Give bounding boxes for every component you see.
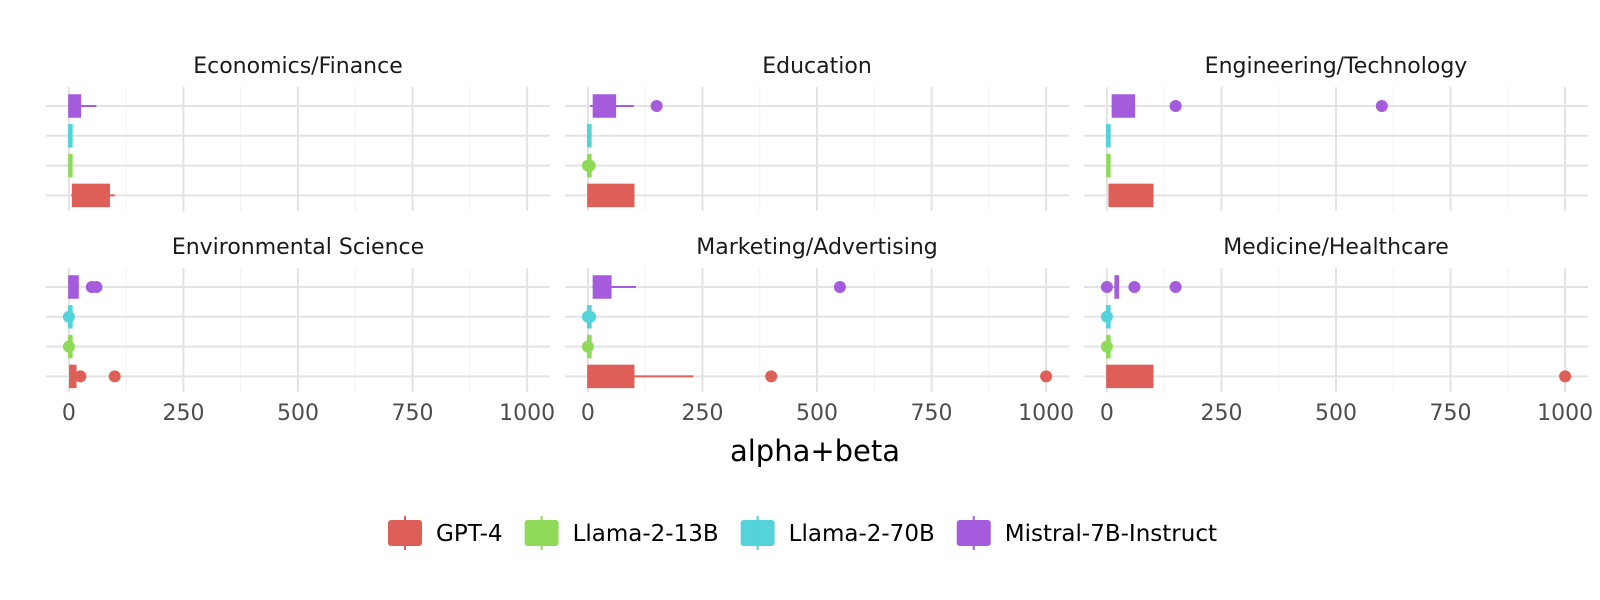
outlier-point (833, 281, 846, 293)
outlier-point (62, 310, 75, 323)
outlier-point (1559, 370, 1572, 383)
outlier-point (62, 340, 75, 353)
facet-panel: Economics/Finance (46, 54, 550, 211)
outlier-point (1375, 100, 1388, 112)
outlier-point (1100, 340, 1113, 353)
x-tick-label: 250 (681, 401, 723, 426)
box (68, 275, 79, 299)
x-tick-label: 500 (796, 401, 838, 426)
boxplot-llama-2-13b (581, 153, 596, 178)
x-tick-label: 0 (1100, 401, 1114, 426)
facet-panel: Medicine/Healthcare 0 250 500 750 1000 (1084, 235, 1593, 426)
facet-panel: Engineering/Technology (1084, 54, 1588, 211)
outlier-point (584, 310, 597, 323)
facet-panel: Marketing/Advertising 0 250 500 750 1000 (565, 235, 1074, 426)
boxplot-llama-2-13b (62, 334, 75, 359)
box (592, 94, 617, 118)
x-tick-label: 1000 (1537, 401, 1593, 426)
outlier-point (74, 370, 87, 383)
x-tick-label: 750 (1430, 401, 1472, 426)
facet-title: Education (762, 54, 872, 79)
box (1108, 183, 1154, 208)
boxplot-llama-2-13b (68, 153, 73, 178)
x-axis-title: alpha+beta (730, 434, 900, 468)
boxplot-gpt-4 (69, 364, 121, 389)
outlier-point (1128, 281, 1141, 293)
outlier-point (765, 370, 778, 383)
facet-title: Medicine/Healthcare (1223, 235, 1449, 260)
boxplot-gpt-4 (1106, 364, 1572, 389)
boxplot-gpt-4 (71, 183, 115, 208)
facet-title: Economics/Finance (193, 54, 403, 79)
legend-item: Llama-2-70B (740, 516, 935, 550)
x-tick-label: 500 (1315, 401, 1357, 426)
outlier-point (1169, 281, 1182, 293)
outlier-point (1169, 100, 1182, 112)
legend: GPT-4 Llama-2-13B Llama-2-70B Mistral-7B-In… (388, 516, 1217, 550)
boxplot-llama-2-70b (1100, 305, 1113, 329)
boxplot-llama-2-70b (1105, 124, 1111, 148)
facet-title: Environmental Science (172, 235, 424, 260)
box (1111, 94, 1136, 118)
boxplot-llama-2-70b (62, 305, 75, 329)
legend-label: Llama-2-13B (573, 521, 719, 547)
x-tick-label: 1000 (499, 401, 555, 426)
x-tick-label: 0 (62, 401, 76, 426)
x-tick-label: 750 (911, 401, 953, 426)
boxplot-mistral-7b-instruct (590, 94, 663, 118)
boxplot-gpt-4 (1108, 183, 1154, 208)
boxplot-mistral-7b-instruct (68, 94, 97, 118)
boxplot-llama-2-13b (581, 334, 594, 359)
outlier-point (108, 370, 121, 383)
legend-label: GPT-4 (436, 521, 503, 547)
boxplot-gpt-4 (587, 183, 635, 208)
facets-layer: Economics/Finance Education Engineering/Te… (46, 54, 1593, 426)
boxplot-mistral-7b-instruct (1100, 275, 1182, 299)
outlier-point (650, 100, 663, 112)
boxplot-llama-2-70b (586, 124, 592, 148)
facet-panel: Environmental Science 0 250 500 750 1000 (46, 235, 555, 426)
facet-title: Engineering/Technology (1205, 54, 1468, 79)
x-tick-label: 750 (392, 401, 434, 426)
x-tick-label: 250 (162, 401, 204, 426)
boxplot-gpt-4 (587, 364, 1053, 389)
x-tick-label: 1000 (1018, 401, 1074, 426)
legend-item: Llama-2-13B (524, 516, 719, 550)
legend-label: Mistral-7B-Instruct (1005, 521, 1217, 547)
boxplot-llama-2-13b (1106, 153, 1111, 178)
outlier-point (581, 340, 594, 353)
x-tick-label: 500 (277, 401, 319, 426)
outlier-point (1040, 370, 1053, 383)
facet-panel: Education (565, 54, 1069, 211)
boxplot-mistral-7b-instruct (1111, 94, 1388, 118)
box (68, 94, 82, 118)
outlier-point (1100, 281, 1113, 293)
boxplot-llama-2-70b (67, 124, 73, 148)
facet-title: Marketing/Advertising (696, 235, 938, 260)
boxplot-mistral-7b-instruct (68, 275, 103, 299)
x-tick-label: 250 (1200, 401, 1242, 426)
legend-label: Llama-2-70B (789, 521, 935, 547)
boxplot-llama-2-13b (1100, 334, 1113, 359)
legend-item: Mistral-7B-Instruct (956, 516, 1217, 550)
x-tick-label: 0 (581, 401, 595, 426)
outlier-point (1100, 310, 1113, 323)
outlier-point (583, 159, 596, 172)
outlier-point (90, 281, 103, 293)
boxplot-mistral-7b-instruct (592, 275, 846, 299)
boxplot-llama-2-70b (581, 305, 597, 329)
legend-item: GPT-4 (388, 516, 503, 550)
